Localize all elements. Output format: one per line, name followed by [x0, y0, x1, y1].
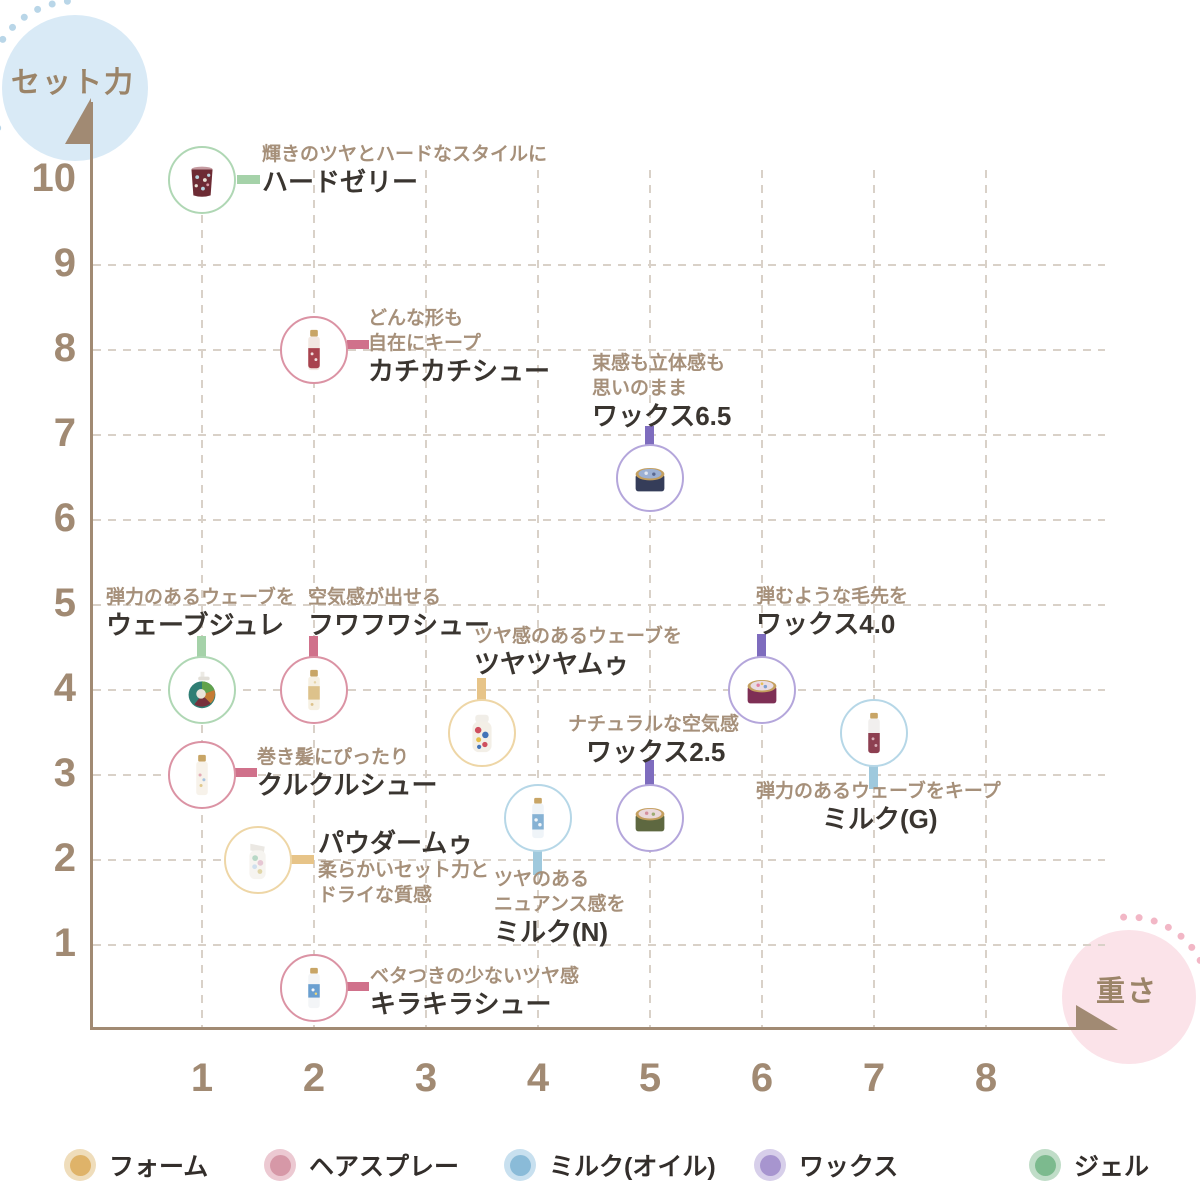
product-marker[interactable] — [280, 656, 348, 724]
product-marker[interactable] — [224, 826, 292, 894]
product-marker[interactable] — [168, 146, 236, 214]
product-marker[interactable] — [168, 741, 236, 809]
spray-bottle-icon — [291, 667, 337, 713]
foam-bottle-icon — [459, 710, 505, 756]
product-marker[interactable] — [448, 699, 516, 767]
product-marker[interactable] — [280, 316, 348, 384]
product-marker[interactable] — [280, 954, 348, 1022]
product-marker[interactable] — [728, 656, 796, 724]
weight-badge: 重さ — [1062, 930, 1196, 1064]
product-marker[interactable] — [616, 784, 684, 852]
wax-tin-icon — [627, 795, 673, 841]
grid-lines — [93, 170, 1105, 1027]
spray-bottle-icon — [179, 752, 225, 798]
product-marker[interactable] — [168, 656, 236, 724]
product-marker[interactable] — [504, 784, 572, 852]
y-axis-arrow-icon — [65, 98, 91, 144]
milk-bottle-icon — [515, 795, 561, 841]
x-axis-label: 重さ — [1095, 976, 1158, 1008]
spray-bottle-icon — [291, 965, 337, 1011]
wax-tin-icon — [739, 667, 785, 713]
pink-dotted-arc-decoration — [1111, 913, 1200, 969]
spray-bottle-icon — [291, 327, 337, 373]
jar-icon — [179, 157, 225, 203]
foam-bottle-icon — [235, 837, 281, 883]
blue-dotted-arc-decoration — [0, 0, 71, 142]
product-marker[interactable] — [616, 444, 684, 512]
x-axis-arrow-icon — [1076, 1005, 1118, 1030]
milk-bottle-icon — [851, 710, 897, 756]
y-axis-label: セット力 — [10, 67, 135, 99]
pump-bottle-icon — [179, 667, 225, 713]
wax-tin-icon — [627, 455, 673, 501]
product-marker[interactable] — [840, 699, 908, 767]
